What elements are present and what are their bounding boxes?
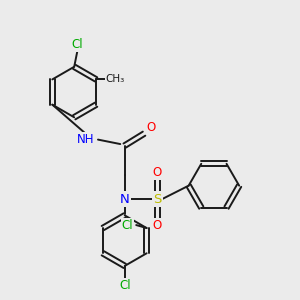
Text: O: O bbox=[147, 121, 156, 134]
Text: Cl: Cl bbox=[119, 279, 130, 292]
Text: NH: NH bbox=[77, 133, 95, 146]
Text: Cl: Cl bbox=[122, 218, 133, 232]
Text: O: O bbox=[153, 219, 162, 232]
Text: CH₃: CH₃ bbox=[106, 74, 125, 84]
Text: Cl: Cl bbox=[71, 38, 83, 51]
Text: N: N bbox=[120, 193, 130, 206]
Text: S: S bbox=[153, 193, 162, 206]
Text: O: O bbox=[153, 166, 162, 179]
